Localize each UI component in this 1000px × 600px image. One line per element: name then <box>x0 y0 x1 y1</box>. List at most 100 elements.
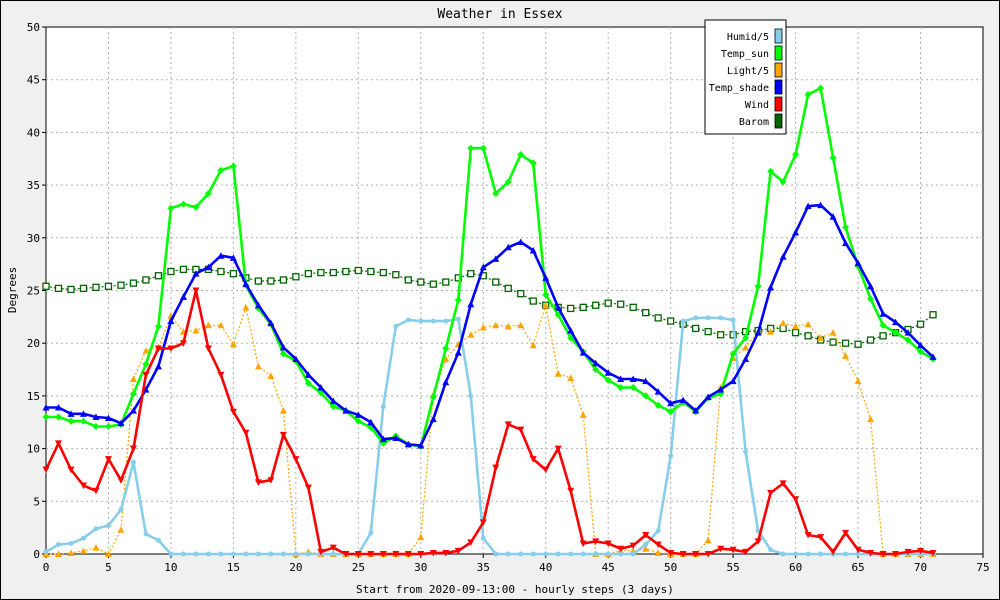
series-light-5-point <box>704 536 712 544</box>
series-temp-shade-point <box>342 407 350 414</box>
legend-label-humid-5: Humid/5 <box>727 32 769 43</box>
series-wind-point <box>579 540 587 547</box>
series-wind-point <box>204 345 212 352</box>
series-temp-shade-point <box>242 280 250 288</box>
series-temp-shade-point <box>579 349 587 356</box>
series-barom-point <box>392 271 400 279</box>
series-light-5-point <box>529 341 537 349</box>
series-barom-point <box>329 268 337 277</box>
series-barom-point <box>42 282 50 290</box>
series-wind-point <box>329 544 337 552</box>
series-light-5-point <box>642 545 650 552</box>
x-axis-label: Start from 2020-09-13:00 - hourly steps … <box>356 583 674 596</box>
series-wind-point <box>342 551 350 558</box>
series-barom-point <box>67 285 75 294</box>
series-temp-shade-point <box>629 375 637 383</box>
series-humid-5-point <box>380 403 386 409</box>
series-humid-5-point <box>555 551 561 557</box>
series-barom-point <box>104 282 113 290</box>
series-temp-sun-point <box>517 151 525 159</box>
series-temp-sun-point <box>217 166 225 174</box>
series-wind-point <box>304 484 312 492</box>
series-wind-point <box>242 429 250 437</box>
series-temp-shade-point <box>217 252 225 259</box>
series-humid-5-point <box>218 551 224 557</box>
series-temp-shade-point <box>929 353 937 360</box>
series-temp-sun-point <box>529 159 537 167</box>
series-temp-shade-point <box>92 413 100 420</box>
x-tick-label: 0 <box>43 561 50 574</box>
series-wind-point <box>517 426 525 434</box>
series-temp-sun-point <box>442 344 450 352</box>
series-wind-point <box>154 345 162 352</box>
series-humid-5-point <box>168 551 174 557</box>
series-temp-sun-point <box>817 84 825 92</box>
series-temp-sun-point <box>67 417 75 425</box>
series-wind-point <box>692 551 700 558</box>
series-temp-sun-point <box>917 348 925 356</box>
series-temp-sun-point <box>667 408 675 416</box>
series-humid-5-point <box>430 318 436 324</box>
series-temp-sun-point <box>304 379 312 387</box>
series-barom-point <box>929 311 937 319</box>
series-humid-5-point <box>293 551 299 557</box>
series-barom-point <box>642 308 650 317</box>
series-wind-point <box>717 545 725 553</box>
series-temp-shade-point <box>917 341 925 349</box>
series-light-5-point <box>554 370 562 377</box>
series-light-5-point <box>479 323 487 331</box>
series-light-5-point <box>504 322 512 330</box>
series-temp-shade-point <box>67 410 75 417</box>
series-wind-point <box>79 482 87 489</box>
series-temp-sun-point <box>192 203 200 211</box>
series-temp-sun-point <box>729 350 737 358</box>
series-humid-5-point <box>693 315 699 321</box>
series-barom-point <box>379 268 387 277</box>
series-humid-5-point <box>330 551 336 557</box>
legend-swatch-light-5 <box>774 62 783 78</box>
series-wind-point <box>529 456 537 463</box>
series-light-5-point <box>417 533 425 541</box>
series-temp-sun-point <box>829 154 837 162</box>
series-barom-point <box>404 276 412 284</box>
x-tick-label: 75 <box>976 561 989 574</box>
series-temp-shade-point <box>454 349 462 356</box>
series-light-5-point <box>92 544 100 551</box>
series-light-5-point <box>854 377 862 385</box>
legend-label-temp-shade: Temp_shade <box>709 83 769 94</box>
series-line-light-5 <box>46 305 933 555</box>
series-wind-point <box>167 345 175 352</box>
series-wind-point <box>54 440 62 447</box>
y-axis-label: Degrees <box>6 267 19 313</box>
series-light-5-point <box>579 411 587 418</box>
series-temp-shade-point <box>167 317 175 325</box>
series-humid-5-point <box>680 318 686 324</box>
series-temp-shade-point <box>842 239 850 247</box>
series-light-5-point <box>192 327 200 334</box>
series-humid-5-point <box>443 318 449 324</box>
series-barom-point <box>254 277 263 285</box>
grid-lines <box>46 27 983 554</box>
series-wind-point <box>679 551 687 558</box>
y-tick-label: 25 <box>27 285 40 298</box>
series-light-5-point <box>867 415 875 423</box>
series-temp-shade-point <box>292 355 300 363</box>
series-barom-point <box>142 276 150 284</box>
series-humid-5-point <box>730 317 736 323</box>
series-wind-point <box>454 547 462 555</box>
series-light-5-point <box>542 301 550 309</box>
series-wind-point <box>179 340 187 347</box>
series-temp-shade-point <box>617 375 625 383</box>
series-temp-shade-point <box>467 300 475 308</box>
x-tick-label: 40 <box>539 561 552 574</box>
series-barom-point <box>292 273 300 281</box>
series-light-5-point <box>842 352 850 359</box>
series-barom-point <box>592 301 600 309</box>
series-light-5-point <box>779 319 787 327</box>
series-temp-sun-point <box>42 413 50 421</box>
series-barom-point <box>417 278 425 286</box>
x-tick-label: 5 <box>105 561 112 574</box>
series-wind-point <box>129 445 137 453</box>
series-barom-point <box>529 297 537 305</box>
series-temp-shade-point <box>492 255 500 262</box>
